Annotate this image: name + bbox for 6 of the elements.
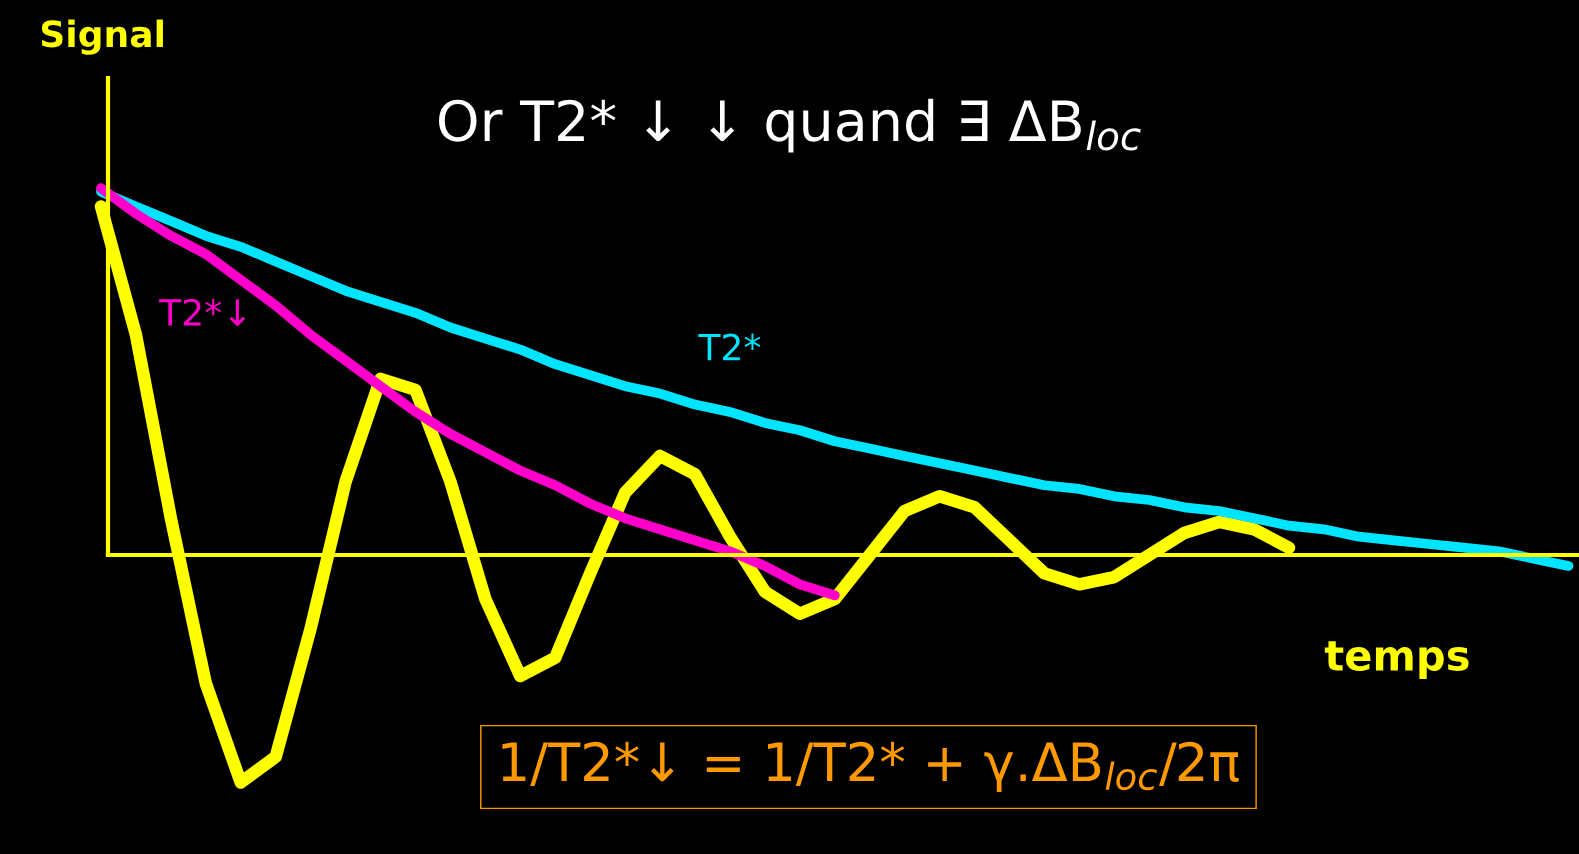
series-label: T2*↓ <box>159 298 246 326</box>
x-axis-title: temps <box>1324 641 1469 680</box>
chart-title: Or T2* ↓ ↓ quand ∃ ΔB$_{loc}$ <box>439 98 1141 153</box>
y-axis-title: Signal <box>41 19 163 55</box>
series-label: T2* <box>698 333 761 361</box>
annotation: 1/T2*↓ = 1/T2* + γ.ΔB$_{loc}$/2π <box>502 741 1239 792</box>
